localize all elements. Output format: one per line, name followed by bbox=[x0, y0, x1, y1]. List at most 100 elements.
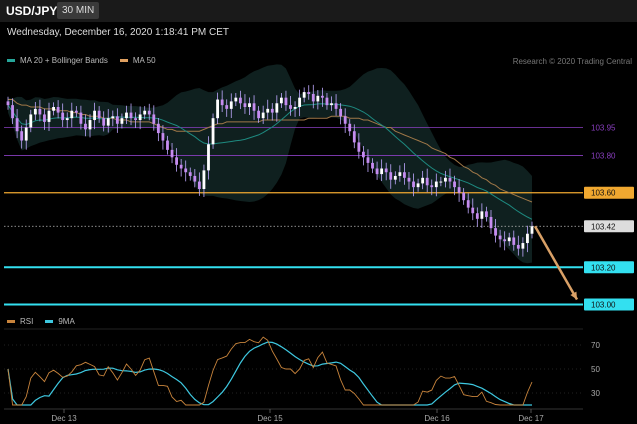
candle bbox=[339, 103, 343, 125]
candle bbox=[485, 206, 488, 222]
timeframe-button[interactable]: 30 MIN bbox=[57, 2, 100, 19]
candle bbox=[325, 93, 329, 110]
candle-body bbox=[352, 131, 356, 143]
candle bbox=[398, 165, 402, 182]
candle bbox=[266, 99, 270, 120]
candle-body bbox=[179, 164, 183, 169]
legend-9ma-label: 9MA bbox=[58, 317, 75, 326]
candle-body bbox=[366, 157, 370, 163]
candle bbox=[184, 160, 188, 182]
candle bbox=[161, 125, 165, 150]
candle bbox=[330, 96, 333, 111]
candle-body bbox=[457, 187, 461, 193]
candle-body bbox=[238, 97, 242, 104]
candle-body bbox=[33, 108, 37, 115]
candle bbox=[93, 102, 96, 130]
candle bbox=[216, 92, 220, 124]
candle bbox=[197, 172, 201, 196]
candle bbox=[412, 173, 415, 197]
legend-ma50-label: MA 50 bbox=[132, 56, 156, 65]
candle-body bbox=[293, 107, 297, 109]
x-tick-label: Dec 15 bbox=[257, 414, 283, 423]
candle-body bbox=[248, 103, 251, 107]
candle bbox=[102, 111, 106, 132]
candle-body bbox=[184, 168, 188, 173]
candle bbox=[389, 164, 393, 189]
legend-rsi-label: RSI bbox=[20, 317, 34, 326]
candle-body bbox=[147, 110, 151, 115]
candle bbox=[334, 94, 338, 116]
candle-body bbox=[252, 103, 256, 111]
candle-body bbox=[334, 103, 338, 109]
credit-text: Research © 2020 Trading Central bbox=[512, 57, 632, 66]
candle-body bbox=[61, 112, 65, 121]
candle bbox=[84, 114, 87, 137]
candle bbox=[74, 106, 78, 118]
candle bbox=[352, 124, 356, 149]
candle bbox=[143, 106, 147, 120]
candle bbox=[134, 112, 137, 129]
candle bbox=[202, 164, 206, 198]
rsi-line bbox=[7, 336, 533, 406]
candle-body bbox=[471, 207, 475, 214]
candle bbox=[275, 95, 279, 122]
candle-body bbox=[234, 97, 238, 102]
level-label-103.42: 103.42 bbox=[591, 222, 616, 231]
candle-body bbox=[375, 168, 379, 175]
candle-body bbox=[343, 116, 347, 124]
candle-body bbox=[275, 103, 279, 113]
symbol-label: USD/JPY bbox=[6, 4, 58, 18]
candle bbox=[88, 114, 92, 138]
candles bbox=[6, 84, 534, 257]
legend-rsi: RSI bbox=[7, 317, 33, 326]
candle-body bbox=[453, 181, 456, 188]
candle bbox=[97, 106, 101, 123]
candle-body bbox=[47, 110, 51, 122]
candle-body bbox=[6, 101, 10, 106]
candle bbox=[453, 175, 456, 196]
candle bbox=[503, 231, 507, 251]
candle-body bbox=[485, 211, 488, 217]
candle-body bbox=[120, 118, 124, 124]
candle-body bbox=[480, 211, 484, 219]
rsi-legend: RSI 9MA bbox=[7, 317, 87, 326]
legend-ma20-swatch bbox=[7, 59, 15, 62]
candle bbox=[407, 172, 411, 190]
candle-body bbox=[74, 110, 78, 113]
candle-body bbox=[166, 140, 169, 150]
candle bbox=[15, 109, 19, 139]
candle bbox=[252, 95, 256, 120]
candle bbox=[439, 176, 443, 187]
level-label-103.80: 103.80 bbox=[591, 151, 616, 160]
candle-body bbox=[143, 110, 147, 115]
candle bbox=[348, 119, 352, 136]
candle-body bbox=[361, 151, 365, 158]
candle-body bbox=[193, 175, 197, 182]
candle-body bbox=[175, 157, 179, 165]
rsi-9ma-line bbox=[7, 341, 532, 406]
candle-body bbox=[43, 114, 46, 122]
candle bbox=[220, 90, 224, 113]
candle bbox=[33, 101, 37, 121]
candle-body bbox=[430, 185, 434, 188]
candle-body bbox=[371, 162, 374, 169]
candle-body bbox=[521, 243, 525, 249]
candle bbox=[166, 135, 169, 155]
candle bbox=[471, 198, 475, 221]
candle bbox=[24, 119, 28, 150]
candle-body bbox=[475, 213, 479, 219]
level-label-103.20: 103.20 bbox=[591, 263, 616, 272]
candle bbox=[311, 84, 315, 109]
candle-body bbox=[229, 101, 233, 109]
legend-rsi-swatch bbox=[7, 320, 15, 323]
candle-body bbox=[516, 244, 520, 249]
candle bbox=[47, 102, 51, 132]
candle-body bbox=[421, 177, 425, 184]
level-label-103.60: 103.60 bbox=[591, 189, 616, 198]
legend-ma20: MA 20 + Bollinger Bands bbox=[7, 56, 108, 65]
candle bbox=[307, 85, 311, 100]
candle-body bbox=[202, 170, 206, 189]
candle bbox=[371, 158, 374, 174]
candle-body bbox=[156, 123, 160, 134]
